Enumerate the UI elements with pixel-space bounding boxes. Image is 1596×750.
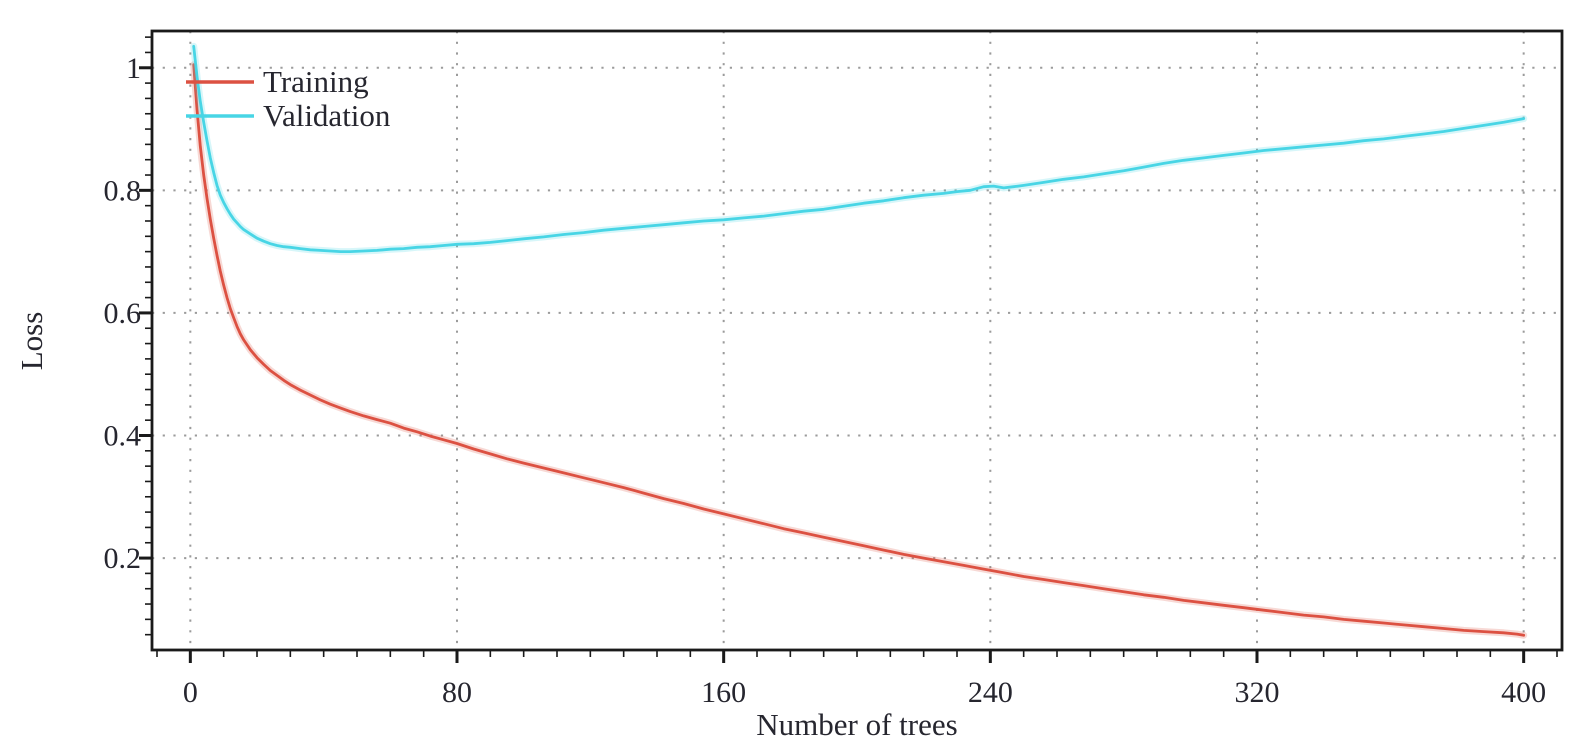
y-axis-title: Loss [14,312,49,371]
legend-item-training: Training [186,64,369,99]
x-tick-label: 0 [183,676,198,709]
series-validation [190,42,1528,256]
x-axis-title: Number of trees [756,707,957,742]
plot-frame [150,29,1564,652]
legend-validation-label: Validation [263,98,391,133]
training-curve [192,63,1526,637]
x-tick-label: 400 [1501,676,1546,709]
x-tick-label: 80 [442,676,472,709]
x-tick-label: 240 [968,676,1013,709]
x-tick-label: 160 [701,676,746,709]
y-tick-label: 0.4 [104,419,142,452]
y-tick-label: 0.8 [104,174,142,207]
validation-curve [192,44,1526,254]
y-tick-label: 0.6 [104,297,142,330]
series-training [190,61,1528,639]
legend-training-label: Training [263,64,369,99]
y-tick-label: 0.2 [104,542,142,575]
tick-labels: 0 80 160 240 320 400 0.2 0.4 0.6 0.8 1 [104,52,1547,709]
x-tick-label: 320 [1235,676,1280,709]
y-tick-label: 1 [126,52,141,85]
legend-item-validation: Validation [186,98,391,133]
